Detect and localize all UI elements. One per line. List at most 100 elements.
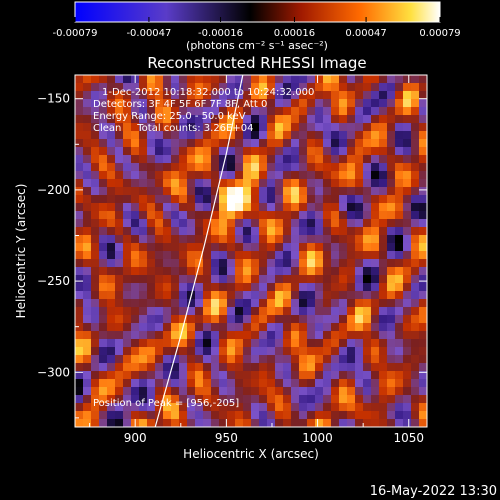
heatmap-cell [235, 395, 244, 404]
heatmap-cell [83, 275, 92, 284]
heatmap-cell [339, 315, 348, 324]
heatmap-cell [187, 83, 196, 92]
heatmap-cell [123, 267, 132, 276]
heatmap-cell [179, 139, 188, 148]
heatmap-cell [131, 155, 140, 164]
heatmap-cell [363, 339, 372, 348]
heatmap-cell [339, 283, 348, 292]
heatmap-cell [203, 171, 212, 180]
heatmap-cell [331, 219, 340, 228]
heatmap-cell [347, 371, 356, 380]
heatmap-cell [363, 395, 372, 404]
heatmap-cell [91, 235, 100, 244]
heatmap-cell [243, 115, 252, 124]
heatmap-cell [235, 267, 244, 276]
heatmap-cell [251, 91, 260, 100]
heatmap-cell [323, 355, 332, 364]
heatmap-cell [211, 267, 220, 276]
heatmap-cell [163, 331, 172, 340]
heatmap-cell [315, 315, 324, 324]
heatmap-cell [171, 259, 180, 268]
heatmap-cell [227, 363, 236, 372]
heatmap-cell [147, 355, 156, 364]
heatmap-cell [139, 299, 148, 308]
heatmap-cell [219, 147, 228, 156]
heatmap-cell [275, 315, 284, 324]
heatmap-cell [139, 347, 148, 356]
heatmap-cell [163, 387, 172, 396]
heatmap-cell [211, 115, 220, 124]
heatmap-cell [75, 227, 84, 236]
heatmap-cell [227, 203, 236, 212]
heatmap-cell [267, 91, 276, 100]
heatmap-cell [315, 371, 324, 380]
heatmap-cell [387, 251, 396, 260]
heatmap-cell [203, 195, 212, 204]
heatmap-cell [163, 283, 172, 292]
heatmap-cell [211, 275, 220, 284]
heatmap-cell [267, 275, 276, 284]
heatmap-cell [139, 163, 148, 172]
heatmap-cell [115, 155, 124, 164]
heatmap-cell [91, 195, 100, 204]
heatmap-cell [267, 395, 276, 404]
heatmap-cell [155, 299, 164, 308]
heatmap-cell [323, 91, 332, 100]
heatmap-cell [387, 195, 396, 204]
heatmap-cell [259, 355, 268, 364]
heatmap-cell [203, 155, 212, 164]
heatmap-cell [267, 115, 276, 124]
heatmap-cell [131, 251, 140, 260]
heatmap-cell [139, 227, 148, 236]
heatmap-cell [339, 243, 348, 252]
heatmap-cell [147, 323, 156, 332]
heatmap-cell [395, 259, 404, 268]
heatmap-cell [259, 251, 268, 260]
heatmap-cell [315, 131, 324, 140]
heatmap-cell [411, 291, 420, 300]
heatmap-cell [419, 227, 427, 236]
heatmap-cell [403, 91, 412, 100]
heatmap-cell [307, 363, 316, 372]
heatmap-cell [83, 243, 92, 252]
heatmap-cell [163, 195, 172, 204]
heatmap-cell [299, 195, 308, 204]
heatmap-cell [243, 291, 252, 300]
y-tick-label: −250 [37, 274, 70, 288]
heatmap-cell [179, 171, 188, 180]
heatmap-cell [291, 251, 300, 260]
heatmap-cell [347, 315, 356, 324]
heatmap-cell [267, 363, 276, 372]
heatmap-cell [163, 299, 172, 308]
heatmap-cell [299, 123, 308, 132]
heatmap-cell [75, 299, 84, 308]
heatmap-cell [387, 155, 396, 164]
heatmap-cell [227, 387, 236, 396]
heatmap-cell [379, 395, 388, 404]
heatmap-cell [227, 235, 236, 244]
heatmap-cell [307, 115, 316, 124]
heatmap-cell [291, 163, 300, 172]
heatmap-cell [115, 275, 124, 284]
heatmap-cell [131, 259, 140, 268]
heatmap-cell [211, 387, 220, 396]
heatmap-cell [187, 419, 196, 427]
heatmap-cell [163, 371, 172, 380]
heatmap-cell [299, 171, 308, 180]
heatmap-cell [211, 179, 220, 188]
heatmap-cell [155, 307, 164, 316]
heatmap-cell [403, 195, 412, 204]
heatmap-cell [323, 203, 332, 212]
heatmap-cell [363, 251, 372, 260]
heatmap-cell [99, 179, 108, 188]
heatmap-cell [179, 411, 188, 420]
heatmap-cell [387, 259, 396, 268]
heatmap-cell [411, 131, 420, 140]
heatmap-cell [179, 179, 188, 188]
heatmap-cell [163, 251, 172, 260]
heatmap-cell [259, 147, 268, 156]
heatmap-cell [419, 267, 427, 276]
heatmap-cell [379, 83, 388, 92]
heatmap-cell [219, 123, 228, 132]
heatmap-cell [347, 75, 356, 84]
